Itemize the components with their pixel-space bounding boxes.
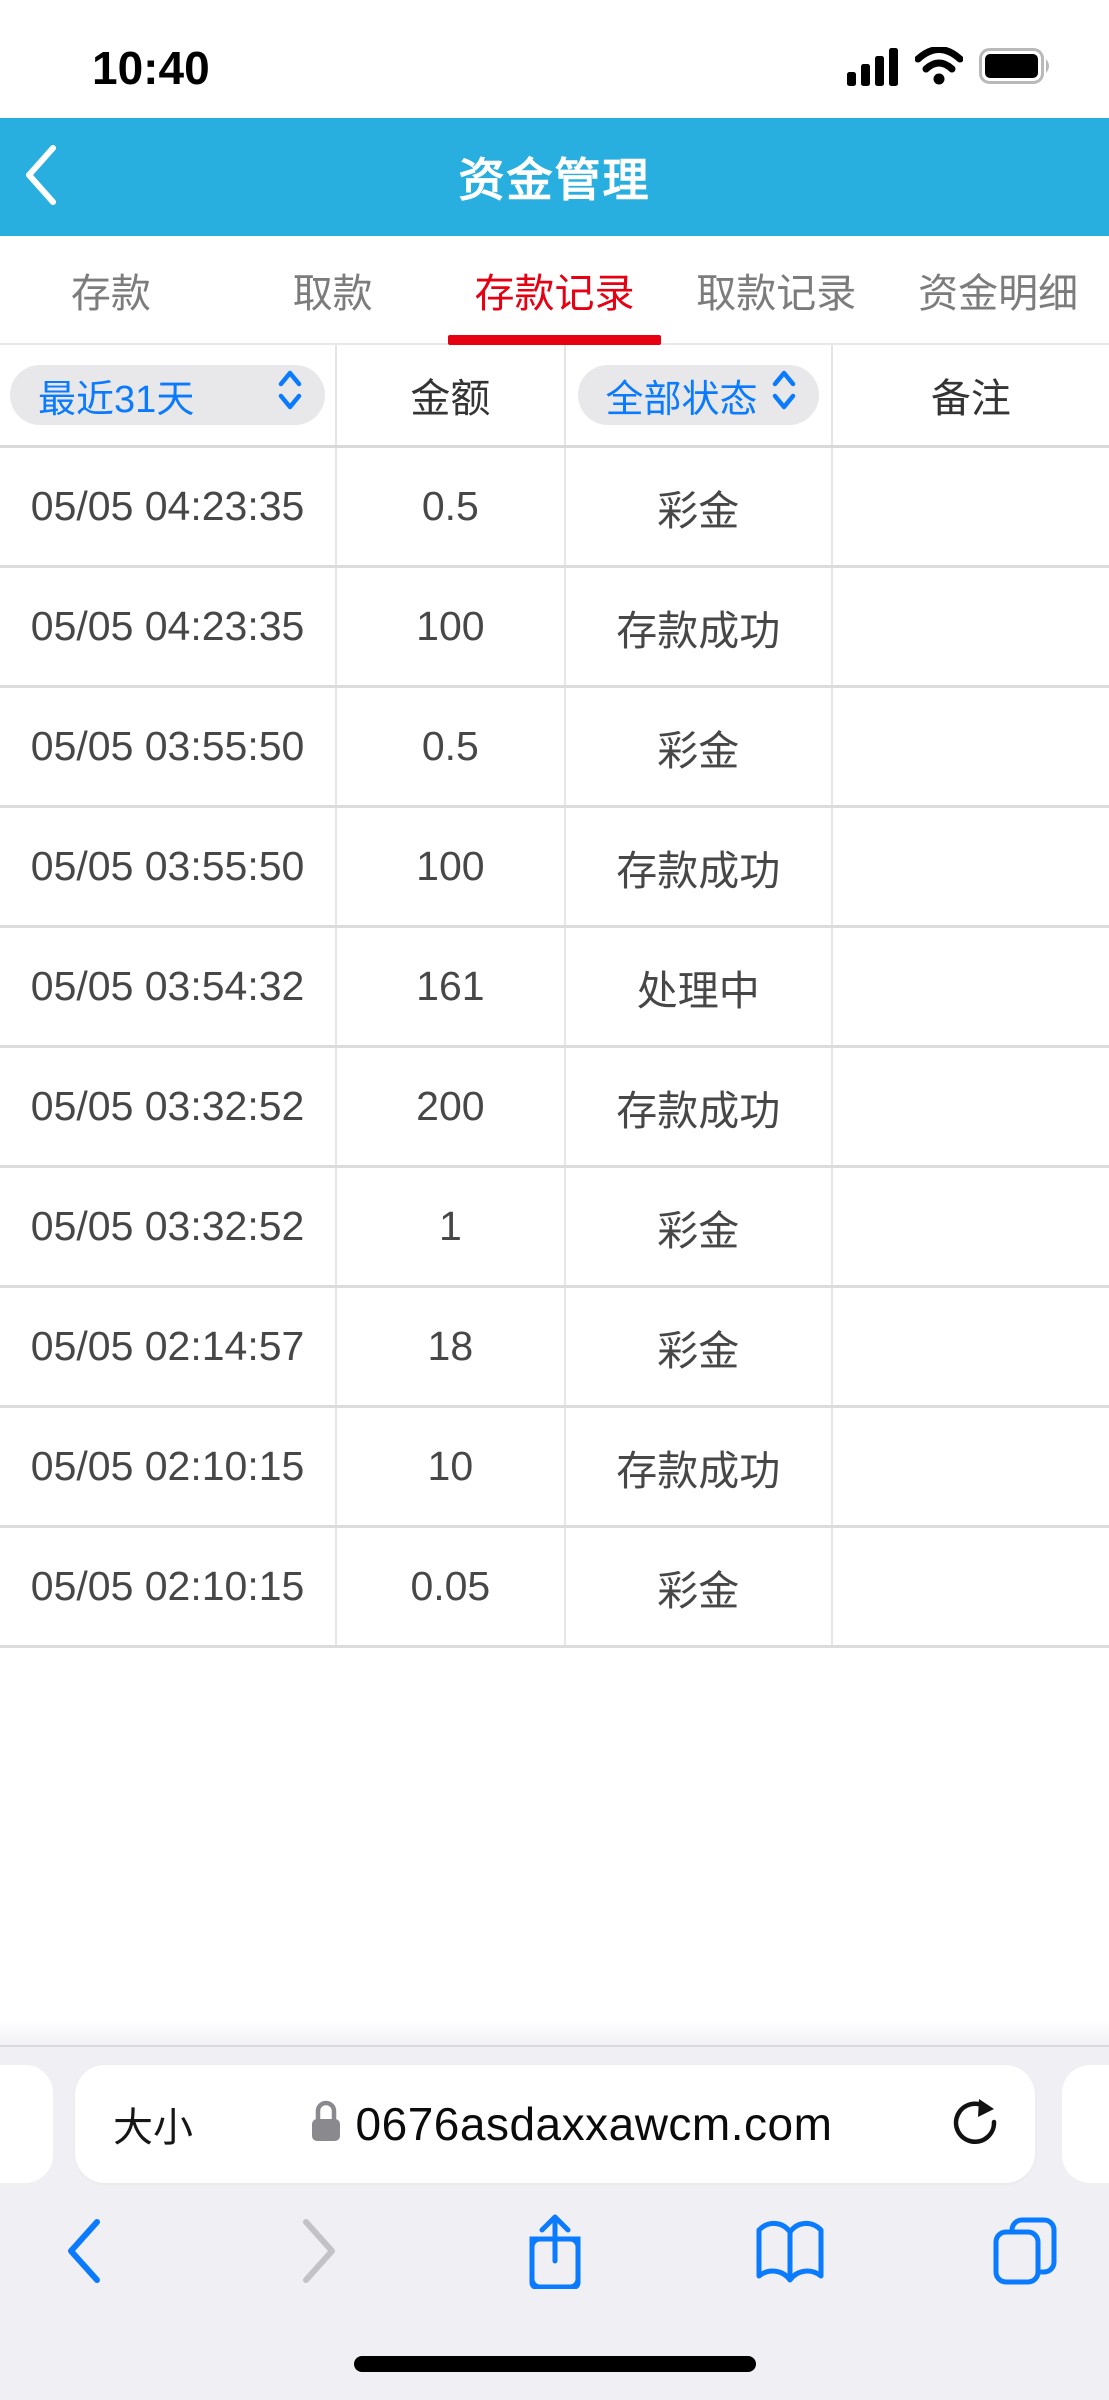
cell-status: 存款成功: [566, 1048, 833, 1165]
updown-chevrons-icon: [771, 369, 797, 421]
reload-icon: [949, 2096, 1001, 2153]
cell-amount: 200: [337, 1048, 566, 1165]
cell-time: 05/05 04:23:35: [0, 568, 338, 685]
share-icon: [524, 2213, 586, 2294]
table-header-row: 最近31天 金额 全部状态 备注: [0, 345, 1109, 448]
adjacent-tab-stub-right[interactable]: [1062, 2065, 1109, 2183]
table-row: 05/05 02:10:15 0.05 彩金: [0, 1528, 1109, 1648]
chevron-left-icon: [24, 144, 58, 211]
lock-icon: [310, 2100, 342, 2149]
home-indicator[interactable]: [353, 2356, 756, 2372]
table-row: 05/05 04:23:35 0.5 彩金: [0, 448, 1109, 568]
date-range-value: 最近31天: [38, 378, 195, 421]
cell-amount: 161: [337, 928, 566, 1045]
cell-amount: 100: [337, 568, 566, 685]
tab-deposit[interactable]: 存款: [70, 271, 151, 316]
forward-icon: [299, 2217, 339, 2290]
tabs-button[interactable]: [985, 2217, 1065, 2289]
cellular-signal-icon: [847, 46, 899, 91]
cell-status: 处理中: [566, 928, 833, 1045]
back-button[interactable]: [24, 143, 68, 211]
cell-amount: 1: [337, 1168, 566, 1285]
status-select-value: 全部状态: [605, 378, 758, 421]
table-row: 05/05 02:14:57 18 彩金: [0, 1288, 1109, 1408]
cell-time: 05/05 02:14:57: [0, 1288, 338, 1405]
cell-remark: [833, 1288, 1109, 1405]
table-row: 05/05 02:10:15 10 存款成功: [0, 1408, 1109, 1528]
records-table: 05/05 04:23:35 0.5 彩金 05/05 04:23:35 100…: [0, 448, 1109, 1648]
cell-time: 05/05 03:55:50: [0, 688, 338, 805]
table-row: 05/05 03:55:50 100 存款成功: [0, 808, 1109, 928]
reload-button[interactable]: [949, 2096, 1001, 2153]
cell-amount: 0.05: [337, 1528, 566, 1645]
back-icon: [64, 2217, 104, 2290]
tabs-icon: [992, 2216, 1058, 2291]
cell-remark: [833, 448, 1109, 565]
cell-time: 05/05 03:32:52: [0, 1168, 338, 1285]
cell-time: 05/05 02:10:15: [0, 1408, 338, 1525]
cell-status: 彩金: [566, 1528, 833, 1645]
browser-forward-button[interactable]: [279, 2217, 359, 2289]
table-row: 05/05 03:32:52 200 存款成功: [0, 1048, 1109, 1168]
cell-time: 05/05 03:32:52: [0, 1048, 338, 1165]
cell-remark: [833, 1168, 1109, 1285]
chrome-fade: [0, 2020, 1109, 2045]
page-title: 资金管理: [458, 154, 651, 206]
cell-status: 彩金: [566, 1168, 833, 1285]
cell-status: 存款成功: [566, 1408, 833, 1525]
cell-time: 05/05 04:23:35: [0, 448, 338, 565]
remark-column-header: 备注: [930, 377, 1011, 421]
wifi-icon: [914, 45, 964, 90]
date-range-select[interactable]: 最近31天: [10, 365, 326, 425]
cell-time: 05/05 03:54:32: [0, 928, 338, 1045]
address-bar[interactable]: 大小 0676asdaxxawcm.com: [75, 2065, 1035, 2183]
cell-status: 存款成功: [566, 568, 833, 685]
cell-remark: [833, 808, 1109, 925]
cell-amount: 10: [337, 1408, 566, 1525]
cell-status: 彩金: [566, 448, 833, 565]
cell-time: 05/05 03:55:50: [0, 808, 338, 925]
cell-amount: 100: [337, 808, 566, 925]
bookmarks-icon: [755, 2218, 825, 2289]
text-size-button[interactable]: 大小: [113, 2106, 193, 2150]
browser-back-button[interactable]: [44, 2217, 124, 2289]
amount-column-header: 金额: [410, 377, 491, 421]
table-row: 05/05 03:54:32 161 处理中: [0, 928, 1109, 1048]
cell-remark: [833, 568, 1109, 685]
cell-amount: 18: [337, 1288, 566, 1405]
table-row: 05/05 04:23:35 100 存款成功: [0, 568, 1109, 688]
cell-status: 存款成功: [566, 808, 833, 925]
cell-remark: [833, 688, 1109, 805]
cell-amount: 0.5: [337, 448, 566, 565]
cell-remark: [833, 1528, 1109, 1645]
cell-remark: [833, 1048, 1109, 1165]
tab-withdraw-records[interactable]: 取款记录: [696, 271, 857, 316]
status-bar: 10:40: [0, 0, 1109, 118]
safari-bottom-chrome: 大小 0676asdaxxawcm.com: [0, 2020, 1109, 2400]
share-button[interactable]: [515, 2214, 595, 2289]
updown-chevrons-icon: [277, 369, 303, 421]
table-row: 05/05 03:32:52 1 彩金: [0, 1168, 1109, 1288]
cell-remark: [833, 1408, 1109, 1525]
status-time: 10:40: [92, 42, 210, 94]
status-icons: [847, 45, 1053, 91]
cell-remark: [833, 928, 1109, 1045]
url-text: 0676asdaxxawcm.com: [355, 2098, 833, 2150]
bookmarks-button[interactable]: [750, 2217, 830, 2289]
safari-toolbar: [0, 2214, 1109, 2289]
tab-withdraw[interactable]: 取款: [292, 271, 373, 316]
cell-time: 05/05 02:10:15: [0, 1528, 338, 1645]
battery-icon: [979, 47, 1053, 89]
tab-fund-details[interactable]: 资金明细: [918, 271, 1079, 316]
cell-status: 彩金: [566, 1288, 833, 1405]
tab-bar: 存款 取款 存款记录 取款记录 资金明细: [0, 236, 1109, 345]
cell-amount: 0.5: [337, 688, 566, 805]
tab-deposit-records[interactable]: 存款记录: [444, 236, 666, 345]
app-header: 资金管理: [0, 118, 1109, 236]
adjacent-tab-stub-left[interactable]: [0, 2065, 53, 2183]
table-row: 05/05 03:55:50 0.5 彩金: [0, 688, 1109, 808]
cell-status: 彩金: [566, 688, 833, 805]
status-select[interactable]: 全部状态: [577, 365, 819, 425]
